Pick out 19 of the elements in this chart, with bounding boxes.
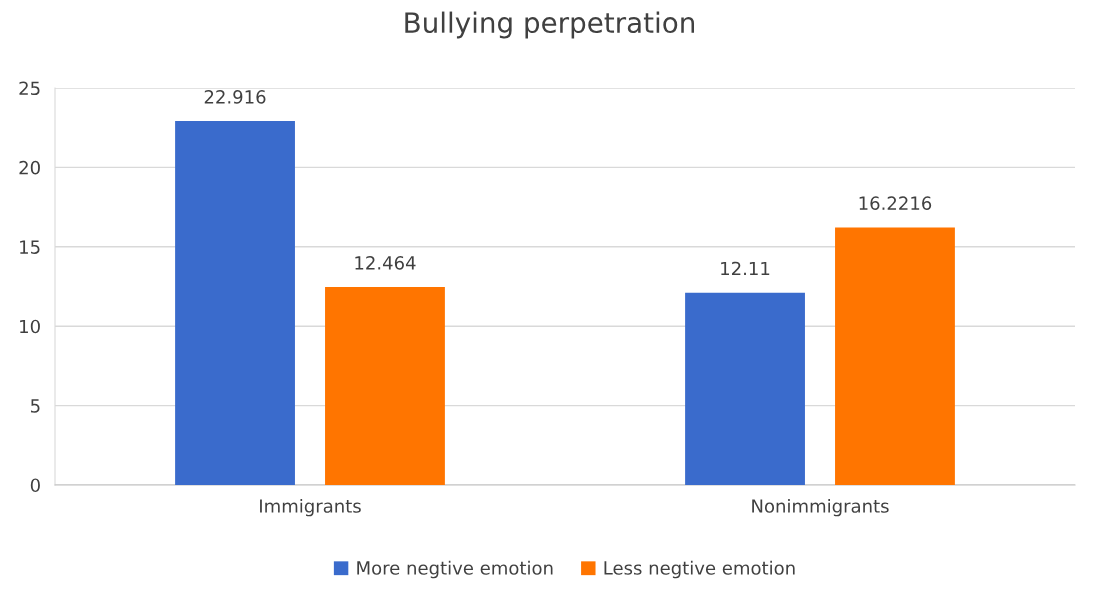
chart-title: Bullying perpetration [405,11,694,39]
bar [835,227,955,485]
x-tick-label: Immigrants [260,498,361,517]
bar [325,287,445,485]
y-tick-label: 25 [19,81,40,96]
data-label: 22.916 [204,90,266,104]
legend-label: More negtive emotion [357,560,553,579]
bar [175,121,295,485]
legend-label: Less negtive emotion [604,560,795,579]
data-label: 16.2216 [859,196,932,211]
x-tick-label: Nonimmigrants [752,498,889,517]
y-tick-label: 10 [20,319,40,334]
y-tick-label: 15 [20,240,40,254]
data-label: 12.464 [355,256,416,270]
y-tick-label: 5 [31,399,40,413]
y-tick-label: 0 [30,478,40,493]
y-tick-label: 20 [19,160,40,175]
bar [685,292,805,485]
data-label: 12.11 [721,261,770,276]
